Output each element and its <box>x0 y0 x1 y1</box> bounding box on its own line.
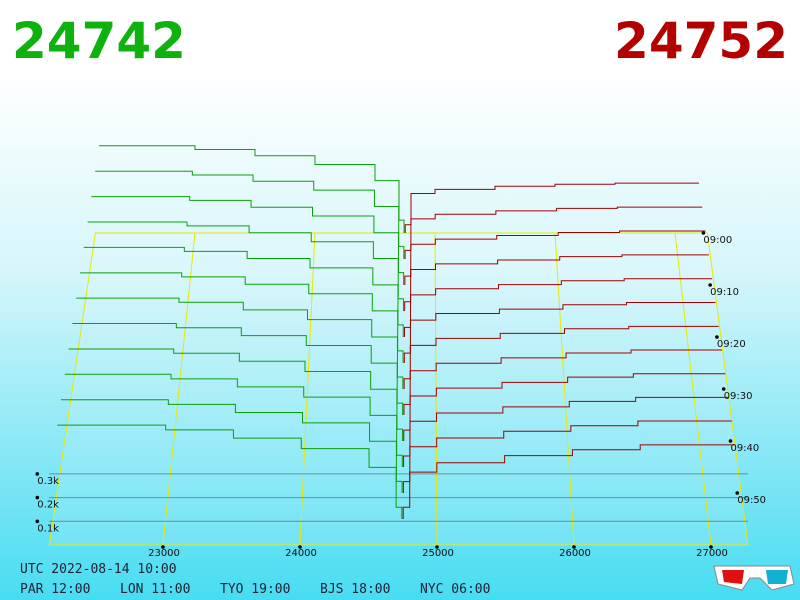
bid-depth-line <box>57 424 403 519</box>
volume-tick-label: 0.2k <box>37 500 59 511</box>
time-tick <box>701 231 706 235</box>
time-tick-label: 09:00 <box>703 235 732 246</box>
bid-depth-line <box>99 145 405 233</box>
timezone-clock: PAR 12:00 <box>20 582 90 597</box>
volume-tick-label: 0.3k <box>37 476 59 487</box>
time-tick-label: 09:10 <box>710 287 739 298</box>
price-tick-label: 27000 <box>696 548 728 559</box>
time-tick <box>708 283 712 287</box>
time-tick-label: 09:50 <box>737 495 766 506</box>
price-tick-label: 26000 <box>559 548 591 559</box>
price-tick <box>709 545 713 549</box>
volume-tick <box>35 519 40 524</box>
3d-glasses-icon <box>713 565 795 591</box>
price-grid-line <box>162 232 196 546</box>
price-grid-line <box>674 232 712 546</box>
timezone-clock: BJS 18:00 <box>320 582 390 597</box>
floor <box>48 232 749 546</box>
utc-time: UTC 2022-08-14 10:00 <box>20 562 177 577</box>
best-bid: 24742 <box>12 12 186 70</box>
timezone-clock: NYC 06:00 <box>420 582 490 597</box>
volume-tick-label: 0.1k <box>37 523 59 534</box>
timezone-clock: TYO 19:00 <box>220 582 290 597</box>
best-ask: 24752 <box>614 12 788 70</box>
ask-depth-line <box>402 444 736 519</box>
ask-depth-line <box>404 182 699 233</box>
price-tick <box>298 545 302 549</box>
price-tick <box>161 545 165 549</box>
time-tick <box>715 335 719 339</box>
price-tick <box>435 545 439 549</box>
time-tick <box>728 439 733 443</box>
time-tick-label: 09:40 <box>730 443 759 454</box>
volume-tick <box>35 495 40 500</box>
volume-tick <box>35 472 40 476</box>
price-tick-label: 25000 <box>422 548 454 559</box>
time-tick-label: 09:30 <box>724 391 753 402</box>
price-grid-line <box>299 232 316 546</box>
time-tick <box>735 491 740 495</box>
price-tick-label: 24000 <box>285 548 317 559</box>
time-tick-label: 09:20 <box>717 339 746 350</box>
timezone-clock: LON 11:00 <box>120 582 190 597</box>
price-tick <box>572 545 576 549</box>
price-tick-label: 23000 <box>148 548 180 559</box>
time-tick <box>721 387 726 391</box>
